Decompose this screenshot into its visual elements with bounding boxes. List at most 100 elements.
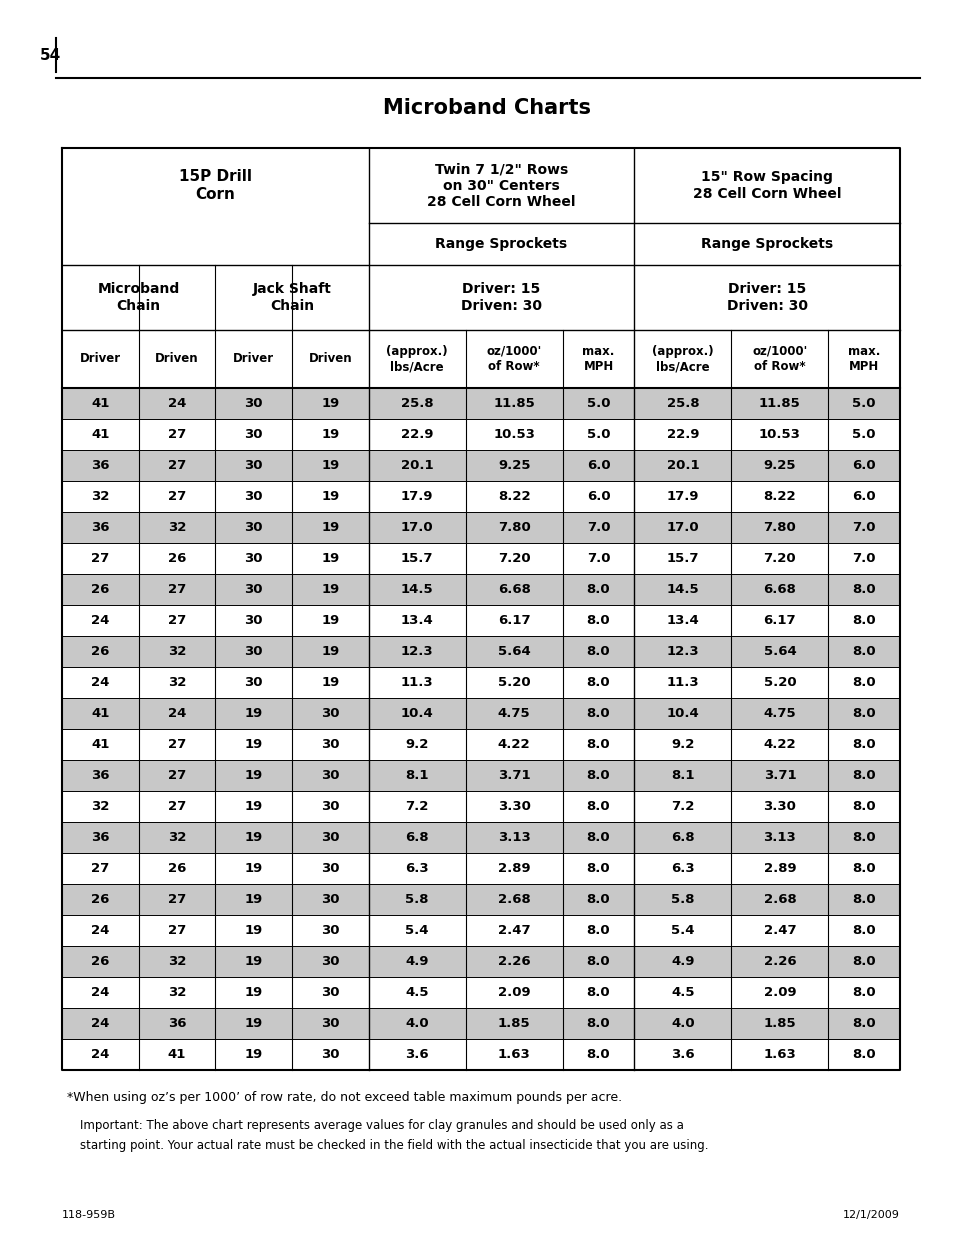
Bar xyxy=(62,884,899,915)
Text: 14.5: 14.5 xyxy=(400,583,433,597)
Text: 8.0: 8.0 xyxy=(852,739,875,751)
Text: Microband
Chain: Microband Chain xyxy=(97,283,179,312)
Text: 3.6: 3.6 xyxy=(670,1049,694,1061)
Text: 19: 19 xyxy=(321,396,339,410)
Text: 30: 30 xyxy=(320,739,339,751)
Text: 8.0: 8.0 xyxy=(586,986,610,999)
Text: 36: 36 xyxy=(91,769,110,782)
Text: 12.3: 12.3 xyxy=(400,645,433,658)
Text: 15.7: 15.7 xyxy=(666,552,699,564)
Text: 32: 32 xyxy=(168,676,186,689)
Text: 9.2: 9.2 xyxy=(405,739,428,751)
Text: 32: 32 xyxy=(91,800,110,813)
Text: 11.85: 11.85 xyxy=(493,396,535,410)
Text: 2.26: 2.26 xyxy=(762,955,796,968)
Text: Driver: 15
Driven: 30: Driver: 15 Driven: 30 xyxy=(726,283,807,312)
Text: 17.0: 17.0 xyxy=(666,521,699,534)
Text: 30: 30 xyxy=(320,1016,339,1030)
Text: 26: 26 xyxy=(91,583,110,597)
Text: 15.7: 15.7 xyxy=(400,552,433,564)
Text: 8.1: 8.1 xyxy=(670,769,694,782)
Text: 5.0: 5.0 xyxy=(586,429,610,441)
Text: 36: 36 xyxy=(91,521,110,534)
Text: 30: 30 xyxy=(244,490,263,503)
Text: 24: 24 xyxy=(168,706,186,720)
Text: 19: 19 xyxy=(321,614,339,627)
Text: 8.0: 8.0 xyxy=(586,924,610,937)
Text: 7.0: 7.0 xyxy=(586,552,610,564)
Text: *When using oz’s per 1000’ of row rate, do not exceed table maximum pounds per a: *When using oz’s per 1000’ of row rate, … xyxy=(67,1092,621,1104)
Text: 30: 30 xyxy=(244,521,263,534)
Text: 6.17: 6.17 xyxy=(497,614,530,627)
Bar xyxy=(62,667,899,698)
Text: (approx.)
lbs/Acre: (approx.) lbs/Acre xyxy=(386,345,448,373)
Text: 12/1/2009: 12/1/2009 xyxy=(842,1210,899,1220)
Text: 8.0: 8.0 xyxy=(852,583,875,597)
Text: 5.64: 5.64 xyxy=(497,645,530,658)
Text: 8.0: 8.0 xyxy=(852,800,875,813)
Text: oz/1000'
of Row*: oz/1000' of Row* xyxy=(752,345,806,373)
Text: 6.0: 6.0 xyxy=(852,459,875,472)
Text: 30: 30 xyxy=(244,676,263,689)
Text: starting point. Your actual rate must be checked in the field with the actual in: starting point. Your actual rate must be… xyxy=(80,1140,708,1152)
Text: (approx.)
lbs/Acre: (approx.) lbs/Acre xyxy=(651,345,713,373)
Text: 6.0: 6.0 xyxy=(586,459,610,472)
Text: 8.0: 8.0 xyxy=(852,831,875,844)
Text: 36: 36 xyxy=(168,1016,186,1030)
Text: 36: 36 xyxy=(91,831,110,844)
Text: oz/1000'
of Row*: oz/1000' of Row* xyxy=(486,345,541,373)
Bar xyxy=(62,419,899,450)
Text: 27: 27 xyxy=(91,552,110,564)
Bar xyxy=(62,729,899,760)
Text: 24: 24 xyxy=(91,924,110,937)
Text: 30: 30 xyxy=(320,893,339,906)
Text: 19: 19 xyxy=(321,583,339,597)
Text: 26: 26 xyxy=(168,552,186,564)
Text: 32: 32 xyxy=(91,490,110,503)
Text: 8.0: 8.0 xyxy=(852,924,875,937)
Text: 26: 26 xyxy=(91,893,110,906)
Text: 30: 30 xyxy=(320,1049,339,1061)
Text: 9.2: 9.2 xyxy=(671,739,694,751)
Text: 19: 19 xyxy=(244,1049,262,1061)
Text: 6.0: 6.0 xyxy=(586,490,610,503)
Text: 3.30: 3.30 xyxy=(497,800,530,813)
Text: 3.13: 3.13 xyxy=(762,831,796,844)
Text: 118-959B: 118-959B xyxy=(62,1210,116,1220)
Text: 24: 24 xyxy=(91,1049,110,1061)
Text: 27: 27 xyxy=(168,769,186,782)
Text: 4.5: 4.5 xyxy=(670,986,694,999)
Text: 8.0: 8.0 xyxy=(586,955,610,968)
Text: 22.9: 22.9 xyxy=(400,429,433,441)
Bar xyxy=(62,977,899,1008)
Text: 41: 41 xyxy=(91,706,110,720)
Text: 8.0: 8.0 xyxy=(852,614,875,627)
Bar xyxy=(62,915,899,946)
Text: 6.68: 6.68 xyxy=(762,583,796,597)
Text: 8.0: 8.0 xyxy=(852,769,875,782)
Text: Jack Shaft
Chain: Jack Shaft Chain xyxy=(253,283,331,312)
Text: 1.63: 1.63 xyxy=(762,1049,796,1061)
Text: 8.0: 8.0 xyxy=(852,706,875,720)
Text: 8.0: 8.0 xyxy=(586,862,610,876)
Text: 7.0: 7.0 xyxy=(852,521,875,534)
Text: 8.0: 8.0 xyxy=(852,986,875,999)
Text: Driven: Driven xyxy=(308,352,352,366)
Text: 19: 19 xyxy=(321,429,339,441)
Text: 27: 27 xyxy=(168,490,186,503)
Text: 7.0: 7.0 xyxy=(586,521,610,534)
Text: Range Sprockets: Range Sprockets xyxy=(435,237,567,251)
Text: 30: 30 xyxy=(320,706,339,720)
Text: 8.22: 8.22 xyxy=(762,490,796,503)
Text: 6.8: 6.8 xyxy=(405,831,429,844)
Text: 26: 26 xyxy=(91,645,110,658)
Text: 41: 41 xyxy=(91,739,110,751)
Text: 30: 30 xyxy=(320,769,339,782)
Text: 11.85: 11.85 xyxy=(759,396,800,410)
Text: 19: 19 xyxy=(321,459,339,472)
Bar xyxy=(62,760,899,790)
Text: 8.0: 8.0 xyxy=(586,739,610,751)
Text: 4.5: 4.5 xyxy=(405,986,429,999)
Text: 17.0: 17.0 xyxy=(400,521,433,534)
Text: 17.9: 17.9 xyxy=(666,490,699,503)
